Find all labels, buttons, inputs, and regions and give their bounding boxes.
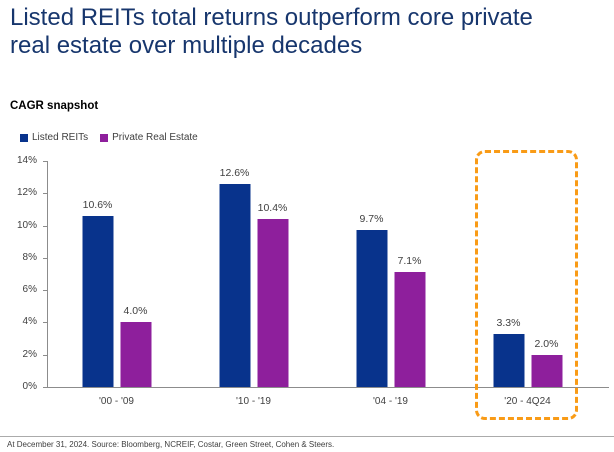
x-axis-label: '20 - 4Q24 [504, 396, 551, 407]
bar-listed-reits [493, 334, 524, 387]
y-axis-tick [43, 322, 47, 324]
legend: Listed REITs Private Real Estate [20, 132, 198, 143]
data-label: 10.6% [82, 199, 113, 211]
legend-label-private-real-estate: Private Real Estate [112, 132, 198, 143]
bar-group: 9.7% 7.1% '04 - '19 [322, 161, 459, 407]
y-axis-labels: 0% 2% 4% 6% 8% 10% 12% 14% [0, 155, 42, 392]
bar-column: 7.1% [394, 161, 425, 387]
bar-private-real-estate [531, 355, 562, 387]
bar-private-real-estate [120, 322, 151, 387]
legend-item-private-real-estate: Private Real Estate [100, 132, 198, 143]
y-axis-label: 14% [16, 155, 37, 166]
y-axis-label: 10% [16, 219, 37, 231]
bar-group: 12.6% 10.4% '10 - '19 [185, 161, 322, 407]
data-label: 4.0% [123, 305, 148, 317]
page-title: Listed REITs total returns outperform co… [10, 4, 600, 60]
bar-listed-reits [356, 230, 387, 387]
legend-item-listed-reits: Listed REITs [20, 132, 88, 143]
footer-divider [0, 436, 614, 437]
bar-column: 10.6% [82, 161, 113, 387]
y-axis-label: 12% [16, 187, 37, 199]
page-title-line1: Listed REITs total returns outperform co… [10, 4, 533, 31]
y-axis-tick [43, 354, 47, 356]
highlight-box [475, 150, 578, 420]
data-label: 2.0% [534, 338, 559, 350]
y-axis-label: 0% [22, 381, 37, 392]
data-label: 12.6% [219, 167, 250, 179]
bar-column: 9.7% [356, 161, 387, 387]
y-axis-tick [43, 225, 47, 227]
data-label: 9.7% [359, 213, 384, 225]
data-label: 7.1% [397, 255, 422, 267]
y-axis-tick [43, 193, 47, 195]
bar-group: 3.3% 2.0% '20 - 4Q24 [459, 161, 596, 407]
y-axis-label: 4% [22, 316, 37, 328]
plot-area: 10.6% 4.0% '00 - '09 12.6% 10.4% '10 - '19 9.7… [43, 161, 609, 407]
y-axis-label: 6% [22, 284, 37, 296]
page-title-line2: real estate over multiple decades [10, 32, 363, 59]
y-axis-label: 2% [22, 348, 37, 360]
bar-column: 10.4% [257, 161, 288, 387]
y-axis-tick [43, 257, 47, 259]
bar-listed-reits [82, 216, 113, 387]
source-note: At December 31, 2024. Source: Bloomberg,… [7, 440, 335, 449]
bar-listed-reits [219, 184, 250, 387]
legend-label-listed-reits: Listed REITs [32, 132, 89, 143]
bar-group: 10.6% 4.0% '00 - '09 [48, 161, 185, 407]
bar-column: 3.3% [493, 161, 524, 387]
y-axis-label: 8% [22, 251, 37, 263]
y-axis-tick [43, 161, 47, 162]
bar-groups: 10.6% 4.0% '00 - '09 12.6% 10.4% '10 - '19 9.7… [48, 161, 596, 407]
bar-pair: 9.7% 7.1% [356, 161, 425, 387]
bar-private-real-estate [257, 219, 288, 387]
bar-pair: 12.6% 10.4% [219, 161, 288, 387]
data-label: 3.3% [496, 317, 521, 329]
bar-pair: 10.6% 4.0% [82, 161, 151, 387]
bar-column: 12.6% [219, 161, 250, 387]
bar-private-real-estate [394, 272, 425, 387]
legend-swatch-listed-reits-icon [20, 133, 28, 142]
x-axis-label: '04 - '19 [373, 396, 408, 407]
y-axis-tick [43, 290, 47, 292]
x-axis-label: '10 - '19 [236, 396, 271, 407]
chart-title: CAGR snapshot [10, 100, 99, 112]
bar-column: 2.0% [531, 161, 562, 387]
data-label: 10.4% [257, 202, 288, 214]
bar-pair: 3.3% 2.0% [493, 161, 562, 387]
legend-swatch-private-real-estate-icon [100, 133, 109, 142]
x-axis-label: '00 - '09 [99, 396, 134, 407]
bar-column: 4.0% [120, 161, 151, 387]
y-axis-tick [43, 387, 47, 388]
